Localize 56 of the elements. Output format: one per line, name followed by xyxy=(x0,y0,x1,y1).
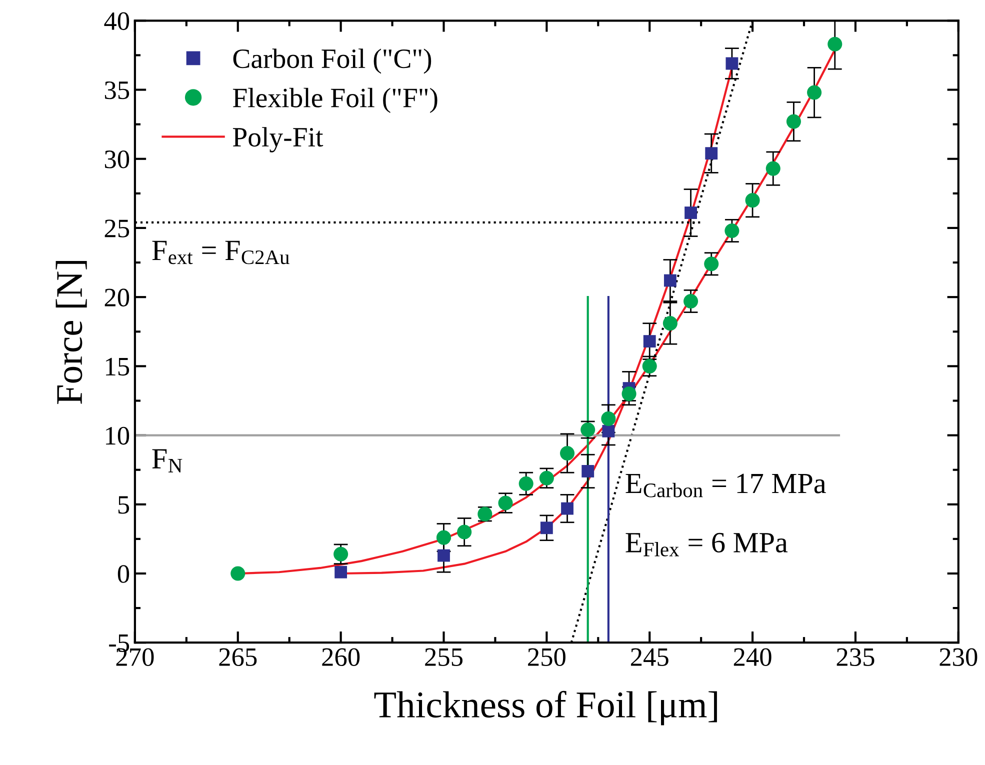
y-tick-label: 30 xyxy=(104,150,130,168)
x-tick-label: 265 xyxy=(219,648,257,666)
point xyxy=(662,316,678,331)
legend-label: Flexible Foil ("F") xyxy=(232,88,438,114)
annotation: E$_{Flex}$ = 6 MPa xyxy=(626,532,788,556)
legend-label: Poly-Fit xyxy=(232,127,324,152)
point xyxy=(745,193,760,208)
y-tick-label: 5 xyxy=(118,496,130,514)
point xyxy=(766,161,780,176)
point xyxy=(807,85,822,100)
point xyxy=(643,335,656,348)
y-tick-label: 25 xyxy=(104,220,130,238)
point xyxy=(334,546,348,562)
point xyxy=(539,470,554,486)
point xyxy=(540,522,553,534)
point xyxy=(498,496,513,510)
annotation: F$_{ext}$ = F$_{C2Au}$ xyxy=(152,240,290,264)
point xyxy=(683,294,698,309)
point xyxy=(828,36,842,52)
x-tick-label: 250 xyxy=(528,648,566,666)
point xyxy=(518,476,534,491)
point xyxy=(436,530,452,545)
point xyxy=(601,411,616,426)
x-tick-label: 240 xyxy=(734,648,772,666)
legend-label: Carbon Foil ("C") xyxy=(233,48,432,74)
annotation: E$_{Carbon}$ = 17 MPa xyxy=(626,474,826,498)
point xyxy=(724,223,740,238)
y-tick-label: 10 xyxy=(106,426,130,445)
point xyxy=(230,566,246,581)
x-tick-label: 235 xyxy=(836,648,874,666)
point xyxy=(457,524,472,540)
y-axis-title: Force [N] xyxy=(56,261,87,404)
y-tick-label: 35 xyxy=(104,81,130,100)
y-tick-label: 15 xyxy=(106,358,130,376)
point xyxy=(704,256,719,272)
point xyxy=(561,502,574,515)
point xyxy=(786,114,801,129)
point xyxy=(726,57,738,70)
point xyxy=(602,424,615,438)
x-tick-label: 260 xyxy=(322,648,360,666)
point xyxy=(334,566,348,578)
point xyxy=(438,549,450,562)
point xyxy=(664,274,676,287)
x-tick-label: 230 xyxy=(940,648,978,666)
x-axis-title: Thickness of Foil [μm] xyxy=(374,690,717,726)
x-tick-label: 255 xyxy=(425,648,463,666)
y-tick-label: 20 xyxy=(104,288,130,306)
annotation: F$_{N}$ xyxy=(152,449,182,472)
point xyxy=(705,147,718,160)
point xyxy=(560,446,575,461)
point xyxy=(642,358,657,374)
x-tick-label: 245 xyxy=(630,648,668,666)
point xyxy=(684,206,697,219)
y-tick-label: 0 xyxy=(118,565,130,583)
y-tick-label: 40 xyxy=(104,12,130,30)
point xyxy=(582,465,594,478)
